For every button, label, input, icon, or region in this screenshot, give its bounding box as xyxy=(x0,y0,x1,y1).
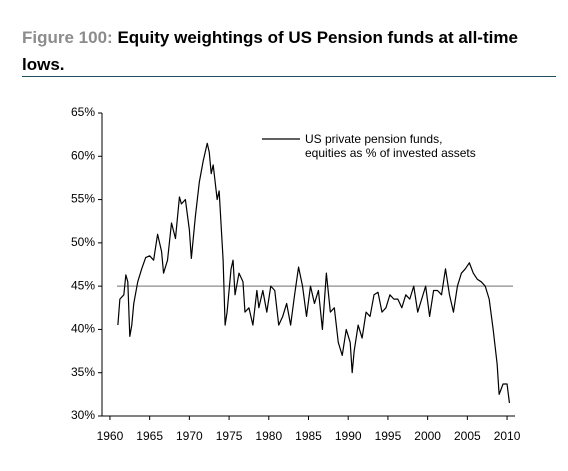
x-tick-label: 2000 xyxy=(414,429,441,443)
x-tick-label: 1965 xyxy=(136,429,163,443)
y-tick-label: 35% xyxy=(71,365,95,379)
x-tick-label: 1980 xyxy=(255,429,282,443)
data-line xyxy=(117,142,511,404)
chart-title: Figure 100: Equity weightings of US Pens… xyxy=(22,24,557,78)
y-tick-label: 50% xyxy=(71,235,95,249)
legend-label: US private pension funds, equities as % … xyxy=(305,132,476,160)
y-tick-label: 45% xyxy=(71,278,95,292)
x-tick-label: 1970 xyxy=(176,429,203,443)
x-tick-label: 1990 xyxy=(335,429,362,443)
x-tick-label: 1960 xyxy=(97,429,124,443)
x-tick-label: 2005 xyxy=(454,429,481,443)
x-tick-label: 1985 xyxy=(295,429,322,443)
title-text: Equity weightings of US Pension funds at… xyxy=(22,28,518,74)
title-rule xyxy=(22,76,556,77)
x-tick-label: 2010 xyxy=(494,429,521,443)
y-tick-label: 65% xyxy=(71,105,95,119)
y-tick-label: 40% xyxy=(71,322,95,336)
y-tick-label: 55% xyxy=(71,192,95,206)
y-tick-label: 60% xyxy=(71,148,95,162)
x-tick-label: 1975 xyxy=(216,429,243,443)
y-tick-label: 30% xyxy=(71,408,95,422)
x-tick-label: 1995 xyxy=(375,429,402,443)
title-prefix: Figure 100: xyxy=(22,28,113,47)
